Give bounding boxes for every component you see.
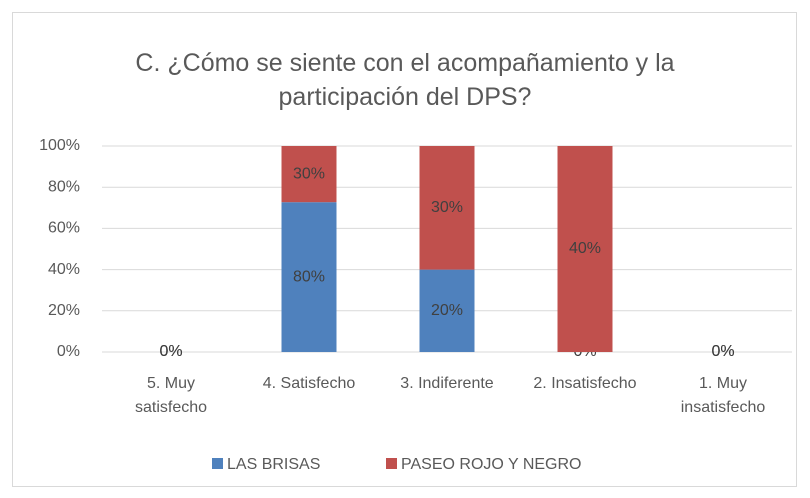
x-tick-label: 5. Muy satisfecho <box>134 375 208 416</box>
legend-swatch <box>386 458 397 469</box>
data-label: 30% <box>293 165 325 182</box>
legend-swatch <box>212 458 223 469</box>
bar-segment <box>557 146 613 352</box>
data-label: 80% <box>293 268 325 285</box>
chart-border <box>12 12 797 487</box>
x-tick-label: 3. Indiferente <box>400 375 494 392</box>
data-label: 0% <box>711 343 734 360</box>
data-label: 40% <box>569 240 601 257</box>
y-tick-label: 0% <box>57 343 80 360</box>
y-tick-label: 60% <box>48 220 80 237</box>
y-tick-label: 100% <box>39 137 80 154</box>
data-label: 30% <box>431 199 463 216</box>
x-tick-label: 4. Satisfecho <box>262 375 356 392</box>
x-tick-label: 2. Insatisfecho <box>533 375 637 392</box>
bar-segment <box>419 269 475 352</box>
y-tick-label: 20% <box>48 302 80 319</box>
data-label: 0% <box>711 343 734 360</box>
y-tick-label: 80% <box>48 178 80 195</box>
bar-segment <box>419 146 475 270</box>
data-label: 0% <box>159 343 182 360</box>
data-label: 0% <box>159 343 182 360</box>
chart-title: C. ¿Cómo se siente con el acompañamiento… <box>135 49 675 111</box>
bar-segment <box>281 202 337 352</box>
y-tick-label: 40% <box>48 261 80 278</box>
bar-segment <box>281 146 337 203</box>
legend-label: LAS BRISAS <box>227 456 320 473</box>
data-label: 20% <box>431 302 463 319</box>
legend-label: PASEO ROJO Y NEGRO <box>401 456 582 473</box>
x-tick-label: 1. Muy insatisfecho <box>680 375 766 416</box>
